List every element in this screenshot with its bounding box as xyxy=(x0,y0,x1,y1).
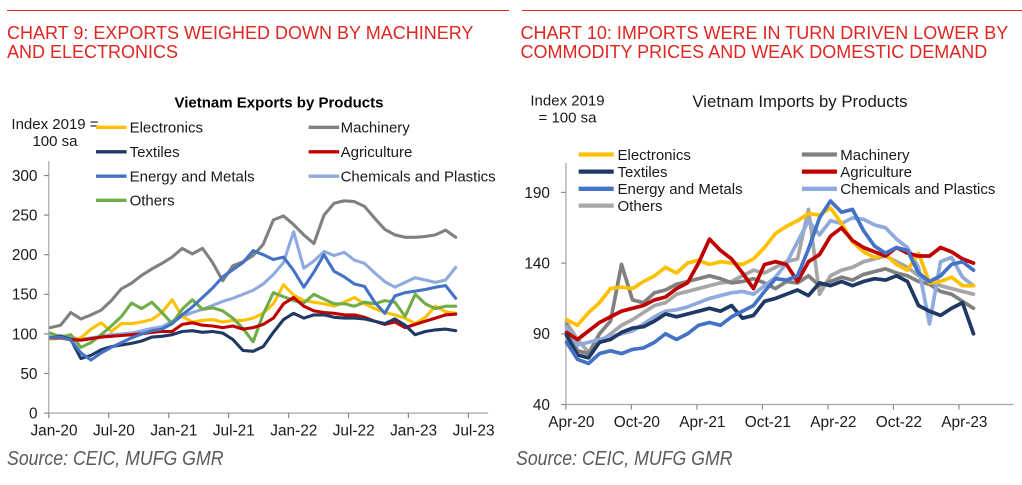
svg-text:300: 300 xyxy=(12,168,38,185)
svg-text:Electronics: Electronics xyxy=(618,147,691,164)
svg-text:Chemicals and Plastics: Chemicals and Plastics xyxy=(341,169,496,186)
svg-text:Index 2019 =: Index 2019 = xyxy=(11,116,98,133)
svg-text:Jan-23: Jan-23 xyxy=(390,423,437,440)
svg-text:Oct-22: Oct-22 xyxy=(876,414,922,431)
svg-text:100: 100 xyxy=(12,326,38,343)
svg-text:Energy and Metals: Energy and Metals xyxy=(618,181,743,198)
svg-text:Oct-21: Oct-21 xyxy=(745,414,791,431)
svg-text:Jul-23: Jul-23 xyxy=(453,423,495,440)
svg-text:150: 150 xyxy=(12,287,38,304)
svg-text:100 sa: 100 sa xyxy=(32,133,78,150)
svg-text:90: 90 xyxy=(533,326,550,343)
svg-text:Jan-22: Jan-22 xyxy=(270,423,317,440)
svg-text:140: 140 xyxy=(524,256,550,273)
svg-text:= 100 sa: = 100 sa xyxy=(539,110,598,127)
svg-text:Apr-21: Apr-21 xyxy=(679,414,725,431)
svg-text:Apr-23: Apr-23 xyxy=(941,414,987,431)
svg-text:50: 50 xyxy=(20,366,37,383)
svg-text:Vietnam Imports by Products: Vietnam Imports by Products xyxy=(692,92,907,111)
svg-text:Energy and Metals: Energy and Metals xyxy=(130,169,255,186)
svg-text:Others: Others xyxy=(618,198,663,215)
svg-text:Apr-20: Apr-20 xyxy=(548,414,594,431)
svg-text:Others: Others xyxy=(130,193,175,210)
svg-text:Jul-20: Jul-20 xyxy=(93,423,135,440)
svg-text:Oct-20: Oct-20 xyxy=(614,414,660,431)
svg-text:0: 0 xyxy=(29,406,38,423)
svg-text:Textiles: Textiles xyxy=(618,164,668,181)
svg-text:Jul-22: Jul-22 xyxy=(333,423,375,440)
svg-text:Agriculture: Agriculture xyxy=(341,144,413,161)
svg-text:Vietnam Exports by Products: Vietnam Exports by Products xyxy=(175,95,384,112)
svg-text:Apr-22: Apr-22 xyxy=(810,414,856,431)
svg-text:Jan-20: Jan-20 xyxy=(30,423,77,440)
svg-text:190: 190 xyxy=(524,185,550,202)
svg-text:Index 2019: Index 2019 xyxy=(530,92,604,109)
svg-text:Electronics: Electronics xyxy=(130,120,203,137)
svg-text:Machinery: Machinery xyxy=(840,147,910,164)
svg-text:Machinery: Machinery xyxy=(341,120,411,137)
svg-text:200: 200 xyxy=(12,247,38,264)
svg-text:Chemicals and Plastics: Chemicals and Plastics xyxy=(840,181,995,198)
svg-text:Agriculture: Agriculture xyxy=(840,164,912,181)
svg-text:Textiles: Textiles xyxy=(130,144,180,161)
svg-text:250: 250 xyxy=(12,208,38,225)
svg-text:40: 40 xyxy=(533,397,550,414)
svg-text:Jul-21: Jul-21 xyxy=(213,423,255,440)
svg-text:Jan-21: Jan-21 xyxy=(150,423,197,440)
